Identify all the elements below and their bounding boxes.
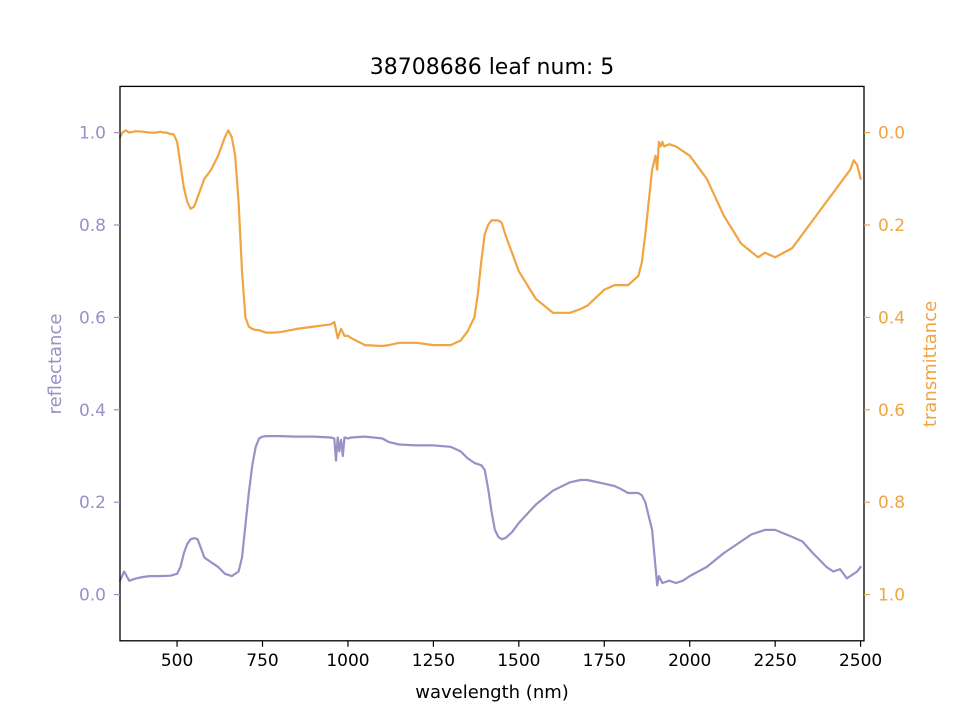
- x-axis-label: wavelength (nm): [415, 682, 569, 703]
- left-tick-label: 0.0: [79, 586, 106, 606]
- right-axis-label: transmittance: [920, 301, 941, 427]
- x-tick-label: 2250: [754, 651, 797, 671]
- x-axis: 500 750 1000 1250 1500 1750 2000 2250 2500: [161, 640, 882, 671]
- x-tick-label: 1250: [412, 651, 455, 671]
- reflectance-series-line: [118, 435, 862, 587]
- x-tick-label: 2500: [839, 651, 882, 671]
- x-tick-label: 750: [246, 651, 278, 671]
- series-layer: [118, 129, 862, 587]
- right-tick-label: 1.0: [878, 586, 905, 606]
- left-tick-label: 0.8: [79, 216, 106, 236]
- plot-frame: [119, 85, 865, 642]
- x-tick-label: 1000: [326, 651, 369, 671]
- left-tick-label: 0.4: [79, 401, 106, 421]
- x-tick-label: 2000: [668, 651, 711, 671]
- right-tick-label: 0.6: [878, 401, 905, 421]
- left-axis: 0.0 0.2 0.4 0.6 0.8 1.0: [79, 124, 120, 606]
- right-tick-label: 0.2: [878, 216, 905, 236]
- transmittance-series-line: [118, 129, 862, 348]
- left-axis-label: reflectance: [45, 314, 66, 415]
- left-tick-label: 0.2: [79, 493, 106, 513]
- left-tick-label: 0.6: [79, 308, 106, 328]
- right-tick-label: 0.4: [878, 308, 905, 328]
- left-tick-label: 1.0: [79, 124, 106, 144]
- x-tick-label: 1750: [583, 651, 626, 671]
- x-tick-label: 1500: [497, 651, 540, 671]
- right-tick-label: 0.8: [878, 493, 905, 513]
- right-tick-label: 0.0: [878, 124, 905, 144]
- x-tick-label: 500: [161, 651, 193, 671]
- chart-title: 38708686 leaf num: 5: [370, 55, 615, 80]
- plot-area: [118, 85, 865, 642]
- right-axis: 0.0 0.2 0.4 0.6 0.8 1.0: [864, 124, 905, 606]
